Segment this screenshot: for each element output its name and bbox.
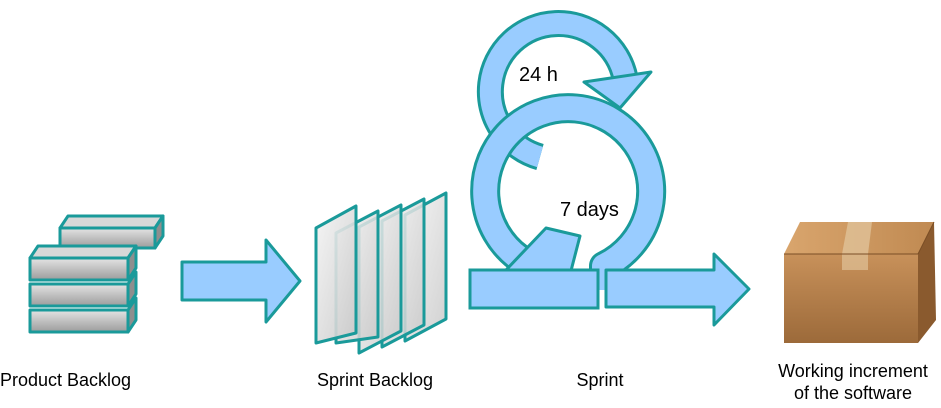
increment-box-icon xyxy=(784,221,936,343)
increment-caption-line1: Working increment xyxy=(778,361,928,381)
sprint-input-bar xyxy=(468,268,600,310)
daily-cycle-label: 24 h xyxy=(519,64,558,86)
product-backlog-caption: Product Backlog xyxy=(0,370,132,390)
sprint-backlog-caption: Sprint Backlog xyxy=(316,370,434,390)
sprint-backlog-icon xyxy=(314,191,448,355)
increment-caption: Working increment of the software xyxy=(765,360,941,404)
product-backlog-icon xyxy=(28,214,165,334)
flow-arrow-1 xyxy=(180,238,302,324)
increment-caption-line2: of the software xyxy=(793,383,913,403)
sprint-caption: Sprint xyxy=(576,370,624,390)
sprint-cycle-label: 7 days xyxy=(560,199,619,221)
flow-arrow-2 xyxy=(604,252,751,327)
